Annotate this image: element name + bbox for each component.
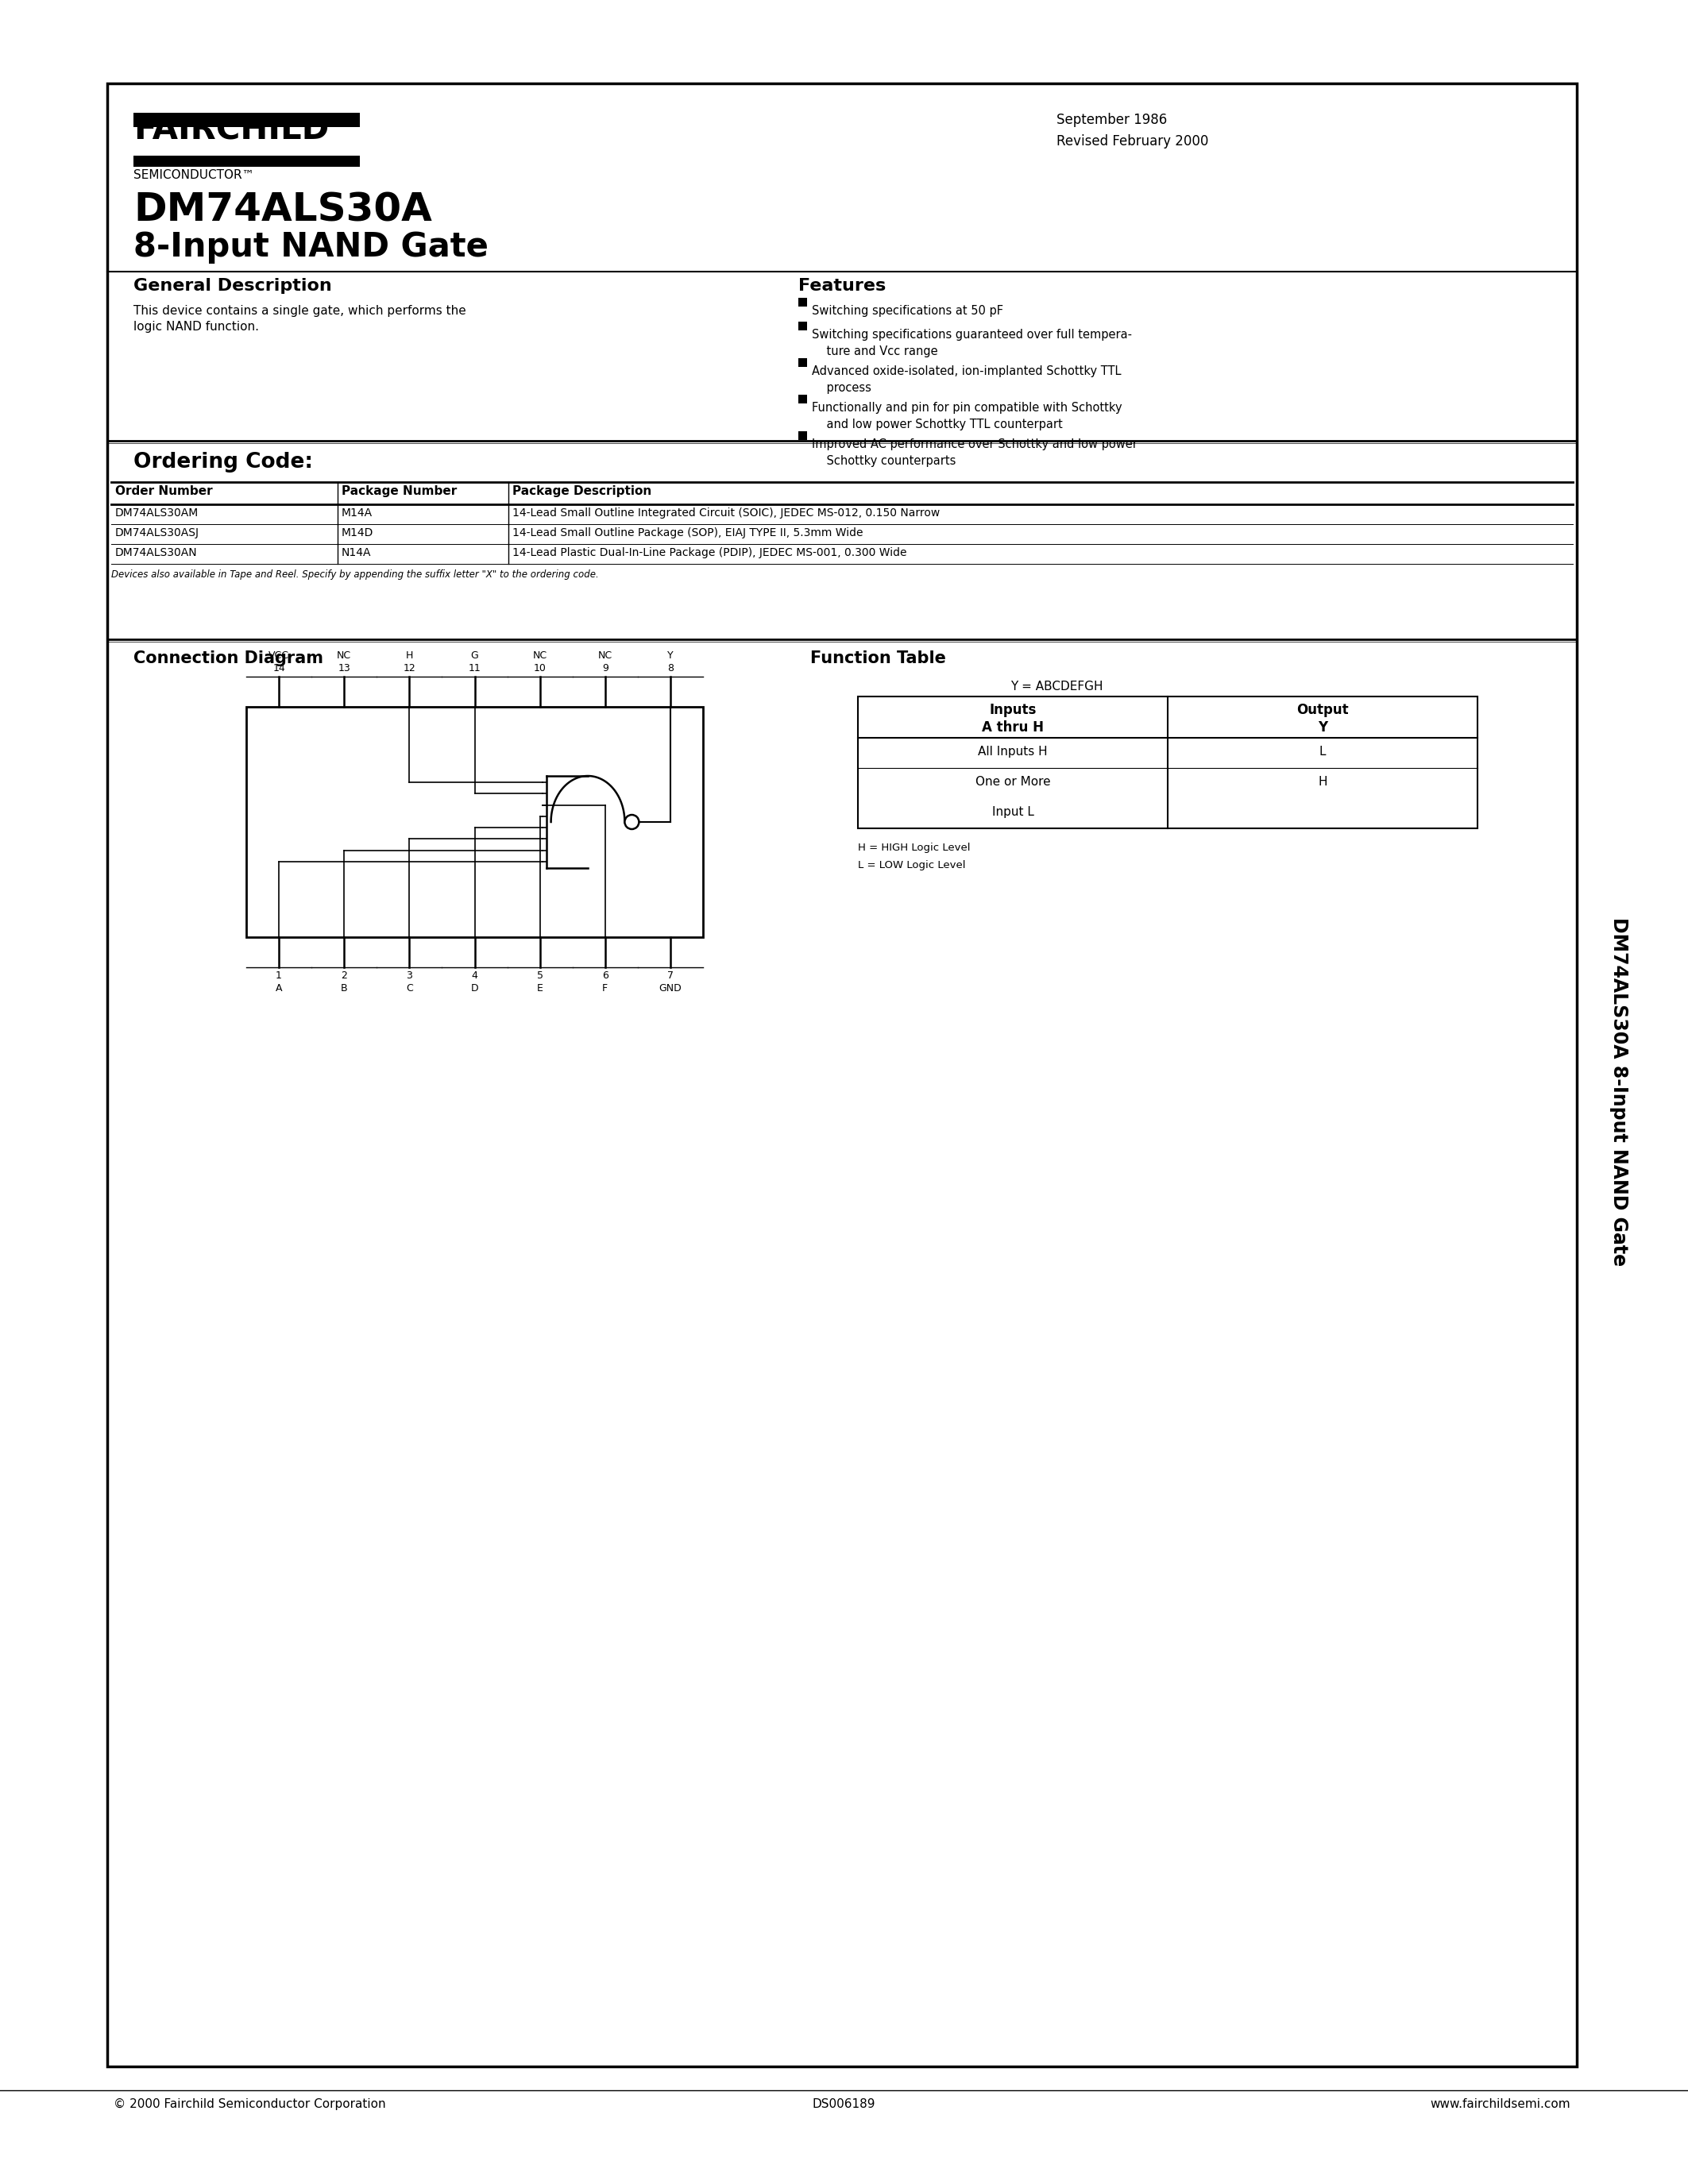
Text: NC: NC: [598, 651, 613, 662]
Text: Inputs: Inputs: [989, 703, 1036, 716]
Text: 5: 5: [537, 970, 544, 981]
Text: L = LOW Logic Level: L = LOW Logic Level: [858, 860, 966, 871]
Text: DM74ALS30AM: DM74ALS30AM: [115, 507, 199, 518]
Text: 12: 12: [403, 664, 415, 673]
Text: 14-Lead Small Outline Integrated Circuit (SOIC), JEDEC MS-012, 0.150 Narrow: 14-Lead Small Outline Integrated Circuit…: [513, 507, 940, 518]
Text: Output: Output: [1296, 703, 1349, 716]
Text: Input L: Input L: [993, 806, 1033, 819]
Text: 7: 7: [667, 970, 674, 981]
Bar: [108, 83, 1577, 2066]
Text: 8: 8: [667, 664, 674, 673]
Text: H: H: [1318, 775, 1327, 788]
Text: 1: 1: [275, 970, 282, 981]
Bar: [133, 155, 360, 166]
Text: GND: GND: [658, 983, 682, 994]
Text: One or More: One or More: [976, 775, 1050, 788]
Text: 4: 4: [471, 970, 478, 981]
Text: 8-Input NAND Gate: 8-Input NAND Gate: [133, 229, 488, 264]
Text: General Description: General Description: [133, 277, 333, 295]
Text: www.fairchildsemi.com: www.fairchildsemi.com: [1430, 2099, 1570, 2110]
Bar: [858, 697, 1477, 828]
Text: B: B: [341, 983, 348, 994]
Text: M14D: M14D: [341, 526, 373, 539]
Text: NC: NC: [533, 651, 547, 662]
Text: E: E: [537, 983, 544, 994]
Text: DM74ALS30A 8-Input NAND Gate: DM74ALS30A 8-Input NAND Gate: [1609, 917, 1629, 1267]
Text: Package Description: Package Description: [513, 485, 652, 498]
Text: A thru H: A thru H: [982, 721, 1043, 734]
Text: All Inputs H: All Inputs H: [977, 745, 1048, 758]
Text: logic NAND function.: logic NAND function.: [133, 321, 258, 332]
Text: 13: 13: [338, 664, 351, 673]
Bar: [798, 395, 807, 404]
Text: 2: 2: [341, 970, 348, 981]
Text: Switching specifications guaranteed over full tempera-
    ture and Vᴄᴄ range: Switching specifications guaranteed over…: [812, 330, 1133, 358]
Text: DM74ALS30AN: DM74ALS30AN: [115, 548, 197, 559]
Text: A: A: [275, 983, 282, 994]
Text: VCC: VCC: [268, 651, 289, 662]
Text: L: L: [1320, 745, 1327, 758]
Text: H = HIGH Logic Level: H = HIGH Logic Level: [858, 843, 971, 854]
Text: SEMICONDUCTOR™: SEMICONDUCTOR™: [133, 168, 255, 181]
Bar: [246, 708, 702, 937]
Text: 11: 11: [468, 664, 481, 673]
Text: G: G: [471, 651, 478, 662]
Text: Function Table: Function Table: [810, 651, 945, 666]
Bar: [133, 114, 360, 127]
Text: Advanced oxide-isolated, ion-implanted Schottky TTL
    process: Advanced oxide-isolated, ion-implanted S…: [812, 365, 1121, 393]
Text: H: H: [405, 651, 414, 662]
Text: Devices also available in Tape and Reel. Specify by appending the suffix letter : Devices also available in Tape and Reel.…: [111, 570, 599, 579]
Text: FAIRCHILD: FAIRCHILD: [133, 114, 329, 146]
Text: September 1986: September 1986: [1057, 114, 1166, 127]
Text: NC: NC: [338, 651, 351, 662]
Text: Y: Y: [667, 651, 674, 662]
Text: Y: Y: [1318, 721, 1327, 734]
Text: 9: 9: [603, 664, 608, 673]
Text: M14A: M14A: [341, 507, 373, 518]
Text: D: D: [471, 983, 478, 994]
Text: Ordering Code:: Ordering Code:: [133, 452, 312, 472]
Text: Features: Features: [798, 277, 886, 295]
Text: Functionally and pin for pin compatible with Schottky
    and low power Schottky: Functionally and pin for pin compatible …: [812, 402, 1123, 430]
Text: DS006189: DS006189: [812, 2099, 876, 2110]
Text: Package Number: Package Number: [341, 485, 457, 498]
Text: C: C: [405, 983, 414, 994]
Text: 6: 6: [603, 970, 608, 981]
Text: Switching specifications at 50 pF: Switching specifications at 50 pF: [812, 306, 1003, 317]
Text: Improved AC performance over Schottky and low power
    Schottky counterparts: Improved AC performance over Schottky an…: [812, 439, 1138, 467]
Text: 3: 3: [407, 970, 412, 981]
Text: Order Number: Order Number: [115, 485, 213, 498]
Text: Connection Diagram: Connection Diagram: [133, 651, 324, 666]
Text: Y = ABCDEFGH: Y = ABCDEFGH: [1009, 681, 1102, 692]
Text: This device contains a single gate, which performs the: This device contains a single gate, whic…: [133, 306, 466, 317]
Bar: [798, 358, 807, 367]
Text: DM74ALS30ASJ: DM74ALS30ASJ: [115, 526, 199, 539]
Text: 14-Lead Plastic Dual-In-Line Package (PDIP), JEDEC MS-001, 0.300 Wide: 14-Lead Plastic Dual-In-Line Package (PD…: [513, 548, 906, 559]
Bar: [798, 321, 807, 330]
Bar: [798, 297, 807, 306]
Bar: [798, 430, 807, 439]
Text: © 2000 Fairchild Semiconductor Corporation: © 2000 Fairchild Semiconductor Corporati…: [113, 2099, 387, 2110]
Text: 14: 14: [273, 664, 285, 673]
Text: N14A: N14A: [341, 548, 371, 559]
Text: 10: 10: [533, 664, 547, 673]
Circle shape: [625, 815, 640, 830]
Text: DM74ALS30A: DM74ALS30A: [133, 190, 432, 229]
Text: Revised February 2000: Revised February 2000: [1057, 133, 1209, 149]
Text: F: F: [603, 983, 608, 994]
Text: 14-Lead Small Outline Package (SOP), EIAJ TYPE II, 5.3mm Wide: 14-Lead Small Outline Package (SOP), EIA…: [513, 526, 863, 539]
